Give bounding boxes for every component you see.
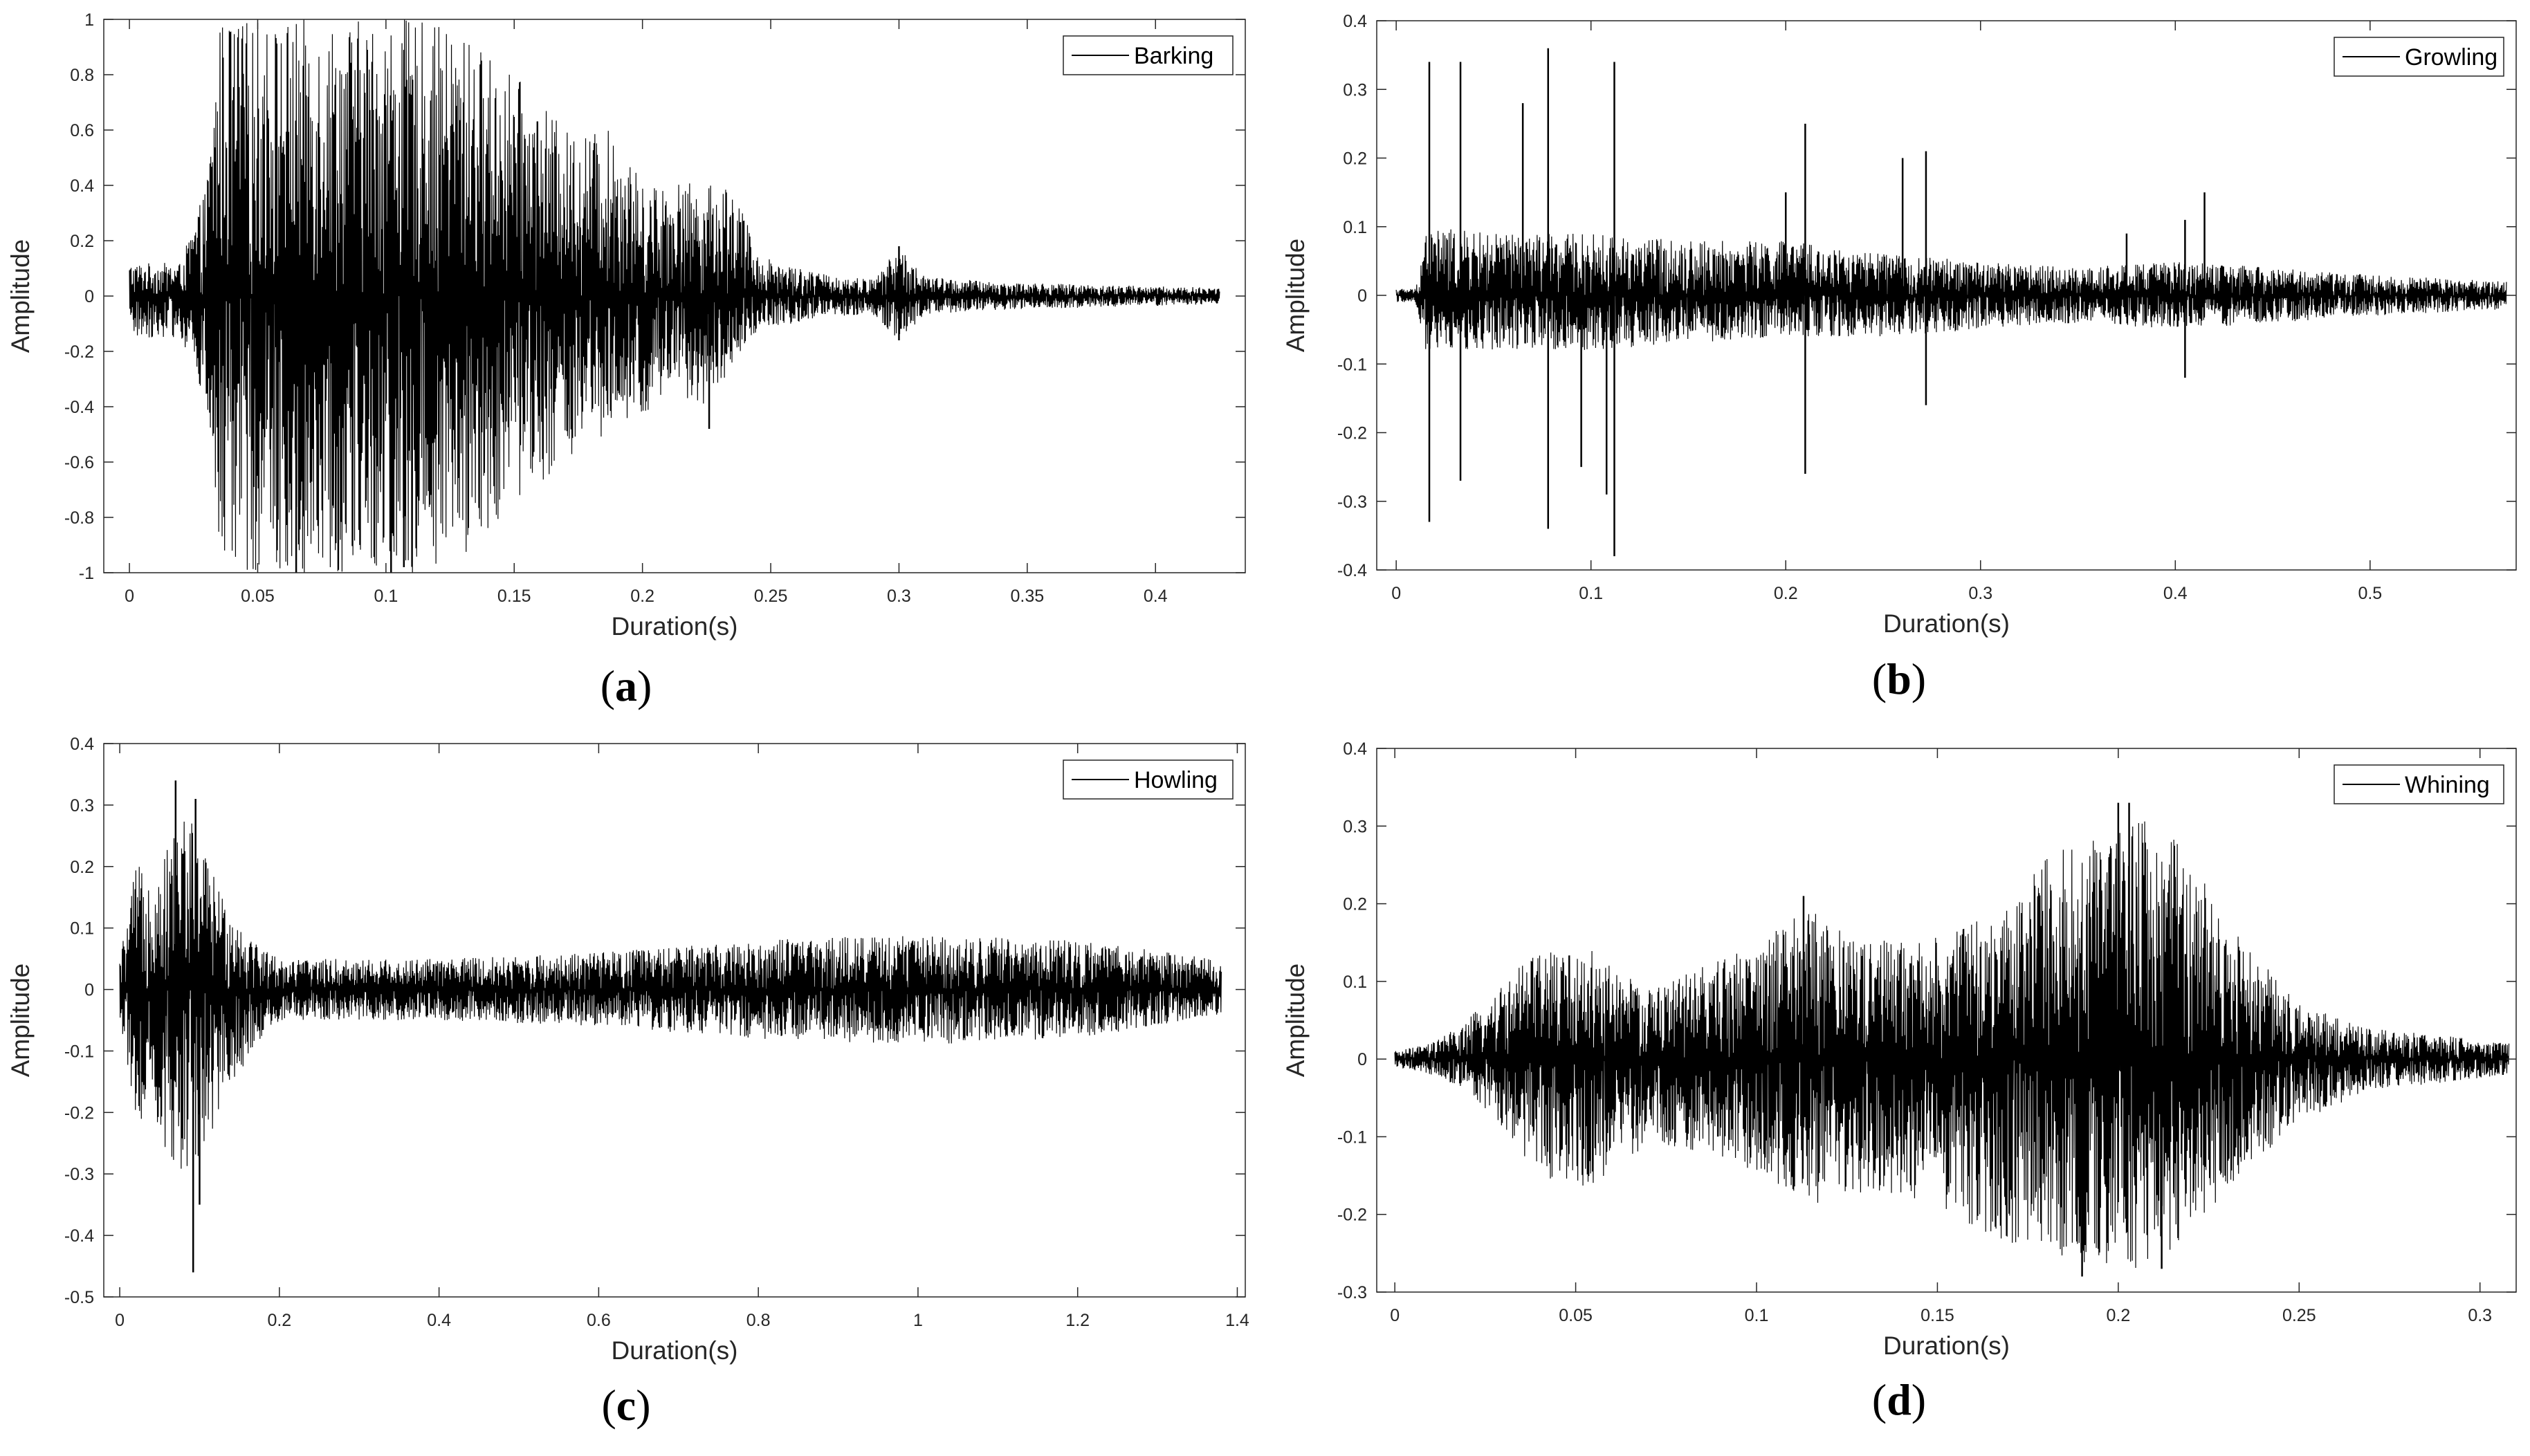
x-tick-label: 0.2	[267, 1311, 291, 1330]
x-tick-label: 0	[1390, 1306, 1400, 1325]
panel-caption: (a)	[601, 661, 652, 710]
x-tick-label: 0.15	[1921, 1306, 1954, 1325]
x-tick-label: 0.2	[1774, 584, 1798, 603]
x-tick-label: 0.25	[2282, 1306, 2316, 1325]
x-tick-label: 1.4	[1225, 1311, 1249, 1330]
y-tick-label: 0.2	[70, 858, 94, 877]
panel-caption: (d)	[1872, 1375, 1926, 1424]
y-tick-label: -1	[79, 564, 94, 583]
x-tick-label: 0.8	[746, 1311, 771, 1330]
x-tick-label: 0.3	[887, 587, 911, 606]
x-tick-label: 0.2	[2106, 1306, 2130, 1325]
y-tick-label: 0	[84, 981, 94, 1000]
y-axis-label: Amplitude	[1281, 239, 1310, 353]
series-whining-waveform	[1394, 821, 2510, 1268]
legend: Whining	[2334, 764, 2504, 804]
y-tick-label: 0	[1357, 286, 1367, 306]
x-tick-label: 0.3	[1968, 584, 1992, 603]
x-tick-label: 0.15	[497, 587, 531, 606]
y-tick-label: -0.8	[64, 508, 94, 528]
y-tick-label: 0.2	[1343, 149, 1367, 169]
y-tick-label: 0.1	[70, 919, 94, 939]
y-tick-label: -0.2	[1337, 424, 1367, 443]
y-tick-label: 0	[84, 287, 94, 306]
x-axis-label: Duration(s)	[1883, 1331, 2010, 1360]
series-howling-waveform	[119, 821, 1222, 1169]
legend-label: Howling	[1134, 767, 1218, 793]
plot-frame	[103, 743, 1246, 1298]
y-tick-label: -0.1	[1337, 355, 1367, 374]
y-tick-label: 0.1	[1343, 218, 1367, 237]
y-axis-label: Amplitude	[6, 964, 35, 1078]
y-tick-label: -0.5	[64, 1288, 94, 1307]
y-tick-label: -0.2	[64, 342, 94, 362]
x-axis-label: Duration(s)	[612, 1336, 738, 1365]
y-tick-label: 0	[1357, 1050, 1367, 1069]
x-tick-label: 0.4	[1144, 587, 1168, 606]
plot-frame	[1376, 748, 2517, 1293]
y-tick-label: 0.3	[1343, 817, 1367, 836]
x-tick-label: 0.05	[241, 587, 275, 606]
y-tick-label: 1	[84, 10, 94, 30]
x-tick-label: 0.4	[427, 1311, 451, 1330]
y-tick-label: 0.2	[70, 232, 94, 251]
legend-label: Barking	[1134, 43, 1213, 69]
y-tick-label: 0.4	[70, 735, 94, 754]
y-axis-label: Amplitude	[1281, 964, 1310, 1078]
y-tick-label: -0.3	[64, 1165, 94, 1184]
y-tick-label: 0.3	[1343, 80, 1367, 100]
y-tick-label: -0.6	[64, 453, 94, 472]
y-tick-label: 0.2	[1343, 895, 1367, 914]
x-tick-label: 0.5	[2358, 584, 2382, 603]
legend: Barking	[1063, 35, 1234, 75]
x-tick-label: 0.6	[587, 1311, 611, 1330]
y-tick-label: 0.1	[1343, 973, 1367, 992]
x-tick-label: 0.3	[2468, 1306, 2492, 1325]
x-tick-label: 0.4	[2163, 584, 2188, 603]
panel-caption: (b)	[1872, 654, 1926, 703]
y-tick-label: 0.4	[1343, 12, 1367, 31]
x-tick-label: 0.35	[1010, 587, 1044, 606]
y-tick-label: 0.4	[1343, 739, 1367, 759]
y-tick-label: -0.4	[1337, 561, 1367, 580]
legend-label: Whining	[2405, 772, 2490, 798]
y-tick-label: -0.2	[1337, 1206, 1367, 1225]
x-tick-label: 1.2	[1065, 1311, 1090, 1330]
chart-c: 0 0.2 0.4 0.6 0.8 1 1.2 1.4 -0.5 -0.4 -0.3 -0.2 -0.1…	[6, 735, 1249, 1430]
x-tick-label: 1	[913, 1311, 923, 1330]
x-tick-label: 0	[125, 587, 134, 606]
y-tick-label: 0.3	[70, 796, 94, 815]
y-tick-label: -0.4	[64, 398, 94, 417]
y-tick-label: -0.1	[1337, 1127, 1367, 1147]
y-tick-label: -0.4	[64, 1226, 94, 1246]
panel-caption: (c)	[601, 1381, 650, 1430]
y-axis-label: Amplitude	[6, 239, 35, 353]
x-tick-label: 0.1	[1579, 584, 1603, 603]
chart-a: 0 0.05 0.1 0.15 0.2 0.25 0.3 0.35 0.4 -1 -0.8 -0.6 -…	[6, 10, 1246, 710]
legend-label: Growling	[2405, 44, 2497, 71]
x-tick-label: 0.25	[754, 587, 788, 606]
x-tick-label: 0.1	[374, 587, 398, 606]
x-tick-label: 0	[1391, 584, 1401, 603]
chart-d: 0 0.05 0.1 0.15 0.2 0.25 0.3 -0.3 -0.2 -0.1 0 0.1 0.…	[1281, 739, 2517, 1424]
x-tick-label: 0.2	[630, 587, 654, 606]
y-tick-label: 0.8	[70, 66, 94, 85]
x-tick-label: 0	[115, 1311, 125, 1330]
chart-b: 0 0.1 0.2 0.3 0.4 0.5 -0.4 -0.3 -0.2 -0.1 0 0.1 0.2 0…	[1281, 12, 2517, 703]
y-tick-label: 0.4	[70, 176, 94, 196]
y-tick-label: 0.6	[70, 121, 94, 140]
series-barking-waveform	[129, 19, 1220, 573]
y-tick-label: -0.2	[64, 1103, 94, 1123]
y-tick-label: -0.3	[1337, 492, 1367, 512]
x-axis-label: Duration(s)	[1883, 609, 2010, 638]
legend: Howling	[1063, 759, 1234, 800]
y-tick-label: -0.3	[1337, 1283, 1367, 1302]
y-tick-label: -0.1	[64, 1042, 94, 1061]
x-tick-label: 0.1	[1745, 1306, 1769, 1325]
x-axis-label: Duration(s)	[612, 612, 738, 641]
legend: Growling	[2334, 37, 2504, 77]
x-tick-label: 0.05	[1559, 1306, 1593, 1325]
